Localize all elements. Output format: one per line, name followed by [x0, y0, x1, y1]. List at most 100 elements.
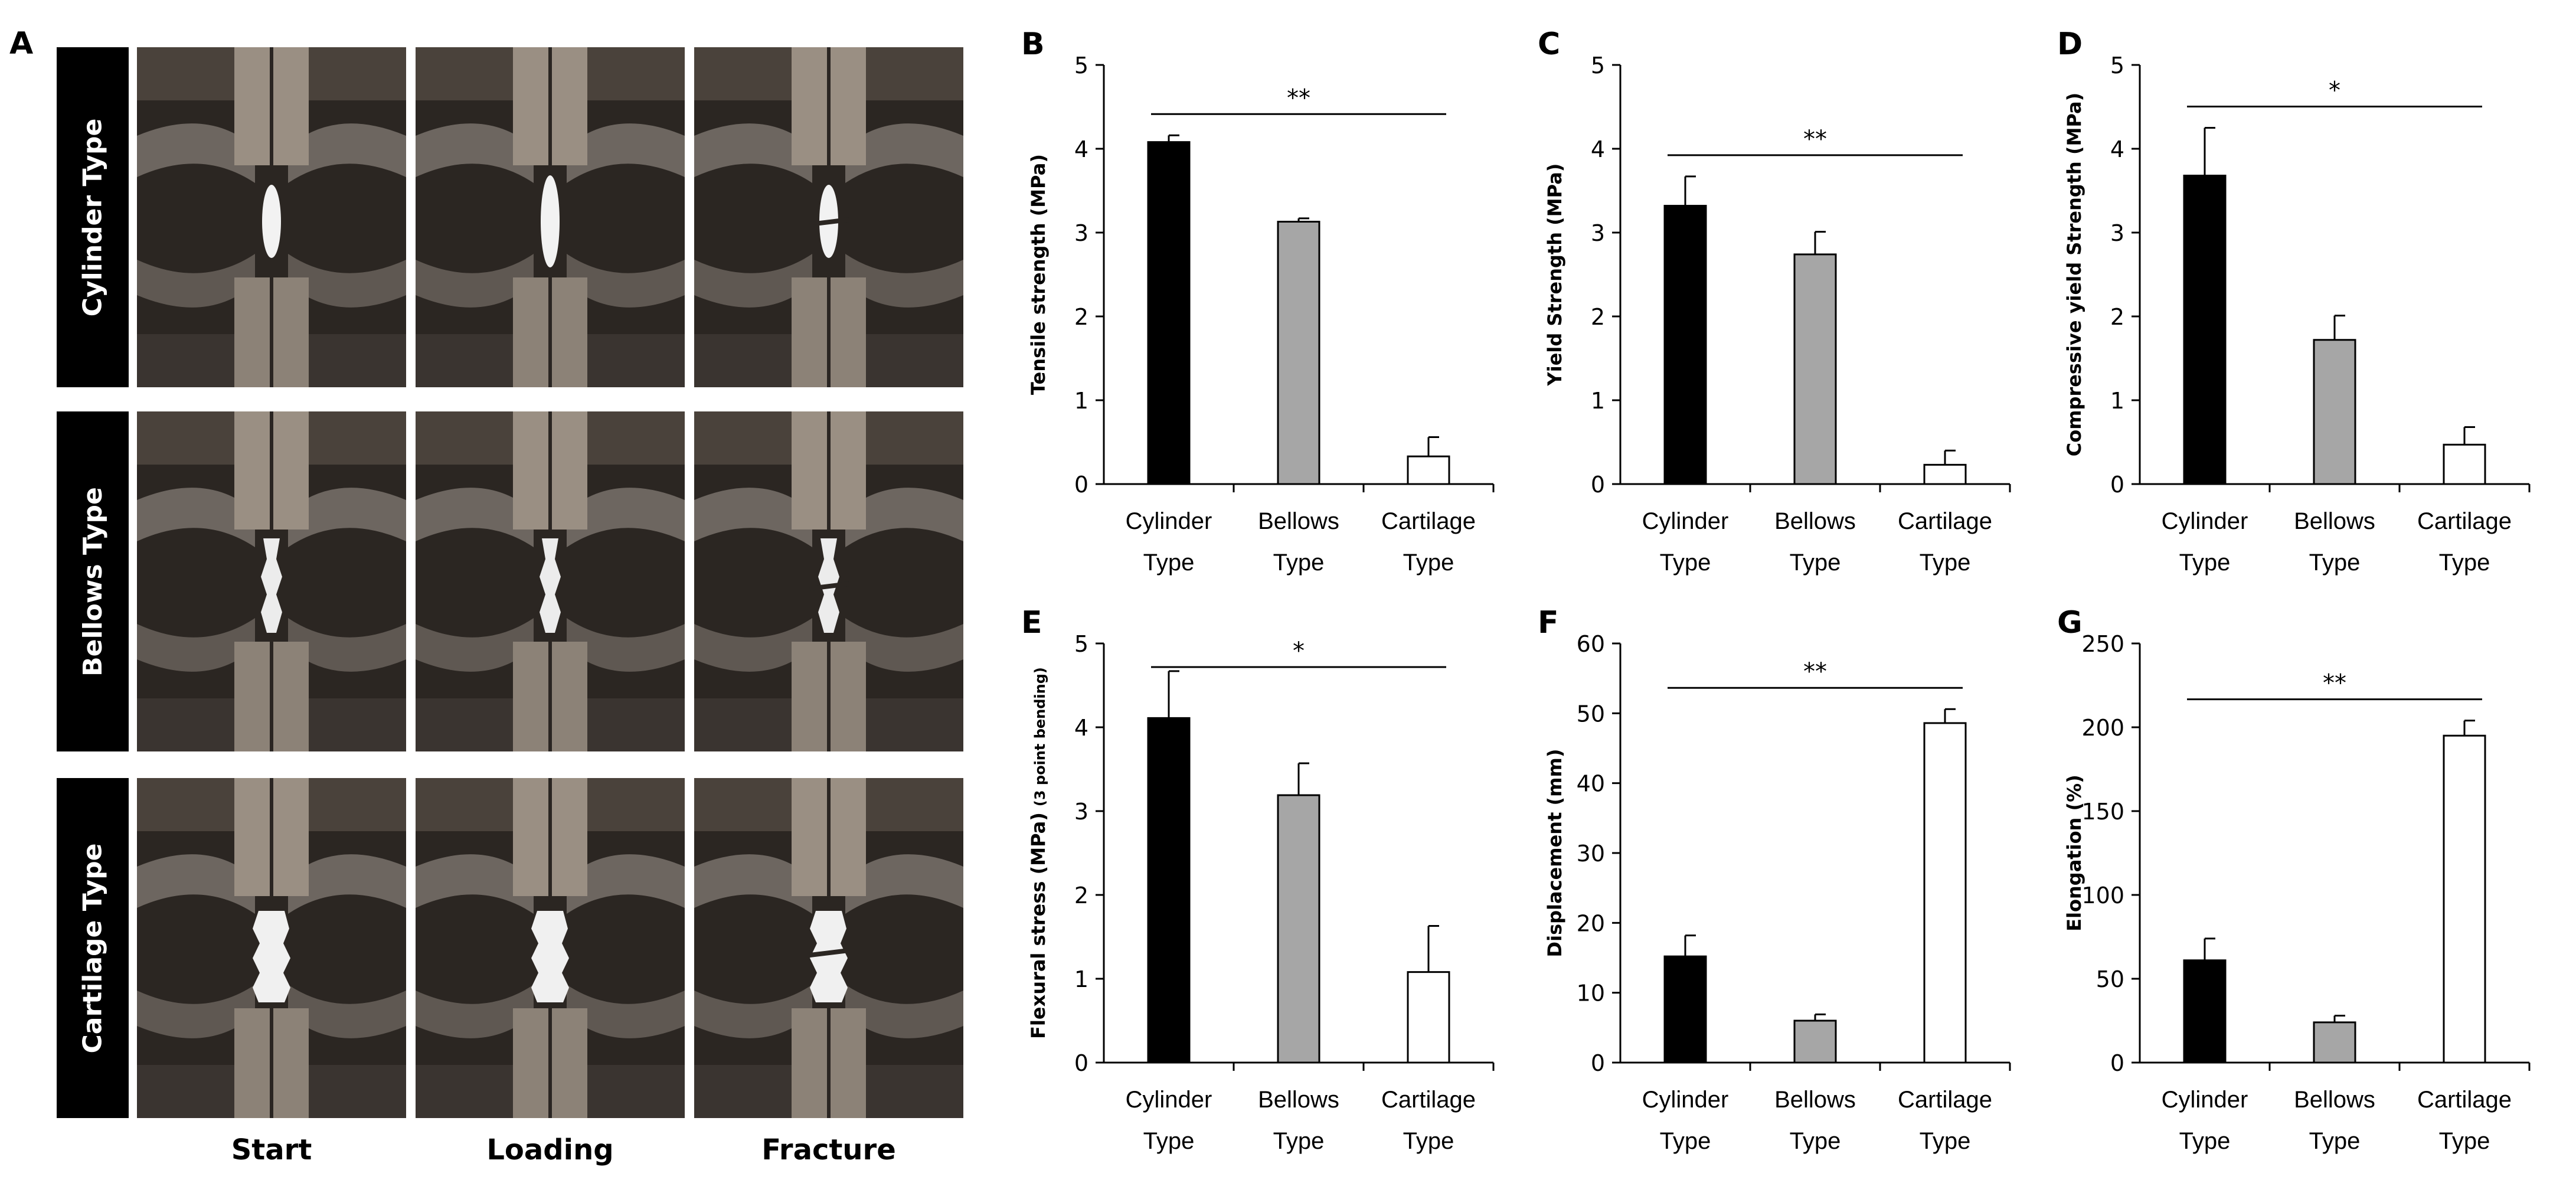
y-axis-label-sub: (3 point bending)	[1032, 667, 1048, 806]
x-category-label-line2: Type	[1660, 1128, 1711, 1154]
row-label-cartilage-text: Cartilage Type	[77, 842, 108, 1054]
x-category-label-line2: Type	[1143, 1128, 1195, 1154]
photo-bellows-fracture	[694, 411, 963, 751]
col-label-fracture: Fracture	[761, 1133, 896, 1166]
panel-letter: F	[1538, 605, 1559, 640]
x-category-label: Cylinder	[1126, 508, 1212, 534]
bar-cartilage	[1923, 463, 1967, 485]
row-label-bellows: Bellows Type	[57, 411, 129, 751]
x-category-label-line2: Type	[1143, 550, 1195, 576]
y-axis-label: Flexural stress (MPa) (3 point bending)	[1027, 667, 1050, 1039]
y-tick-label: 2	[1074, 883, 1088, 909]
panel-letter: C	[1538, 27, 1560, 62]
x-category-label-line2: Type	[1273, 550, 1325, 576]
y-tick-label: 100	[2081, 883, 2124, 909]
y-tick-label: 0	[1074, 472, 1088, 498]
y-tick-label: 4	[1591, 136, 1605, 162]
photo-cartilage-fracture	[694, 778, 963, 1118]
y-tick-label: 30	[1577, 841, 1605, 867]
y-axis-label-main: Elongation (%)	[2063, 774, 2085, 932]
x-category-label: Cylinder	[2162, 508, 2248, 534]
chart-d: D 0 1 2 3 4 5 Cylinder Type Bellows Type Cartilage T…	[2057, 24, 2565, 590]
y-axis-label: Displacement (mm)	[1544, 749, 1566, 957]
y-tick-label: 3	[1074, 799, 1088, 825]
x-category-label-line2: Type	[1273, 1128, 1325, 1154]
x-category-label-line2: Type	[2179, 1128, 2231, 1154]
bar-cylinder	[1147, 141, 1191, 485]
chart-e: E 0 1 2 3 4 5 Cylinder Type Bellows Type Cartilage T…	[1021, 602, 1529, 1169]
y-axis-label: Elongation (%)	[2063, 774, 2085, 932]
x-category-label: Cartilage	[2417, 1087, 2512, 1113]
y-tick-label: 5	[1074, 53, 1088, 79]
row-label-cartilage: Cartilage Type	[57, 778, 129, 1118]
significance-stars: **	[2323, 670, 2346, 697]
significance-stars: *	[1293, 638, 1305, 665]
bar-cylinder	[1147, 717, 1191, 1064]
x-category-label: Bellows	[1258, 508, 1339, 534]
y-tick-label: 50	[2096, 966, 2124, 992]
photo-bellows-start	[137, 411, 406, 751]
y-tick-label: 20	[1577, 910, 1605, 936]
y-tick-label: 5	[2110, 53, 2124, 79]
bar-bellows	[1793, 1019, 1837, 1064]
panel-letter: D	[2057, 27, 2083, 62]
chart-svg: G 0 50 100 150 200 250 Cylinder Type Bellows Type C…	[2057, 605, 2531, 1154]
x-category-label-line2: Type	[1920, 1128, 1971, 1154]
bar-cartilage	[2443, 734, 2486, 1064]
panel-letter: B	[1021, 27, 1045, 62]
y-tick-label: 0	[1074, 1050, 1088, 1076]
x-category-label-line2: Type	[1660, 550, 1711, 576]
y-tick-label: 250	[2081, 631, 2124, 657]
bar-bellows	[1277, 221, 1320, 485]
chart-c: C 0 1 2 3 4 5 Cylinder Type Bellows Type Cartilage T…	[1538, 24, 2045, 590]
col-label-loading: Loading	[486, 1133, 614, 1166]
bar-cylinder	[2183, 174, 2227, 485]
bar-cartilage	[1923, 722, 1967, 1064]
x-category-label: Cartilage	[1898, 1087, 1992, 1113]
y-axis-label-main: Tensile strength (MPa)	[1027, 154, 1050, 395]
bar-bellows	[1793, 253, 1837, 485]
y-tick-label: 10	[1577, 981, 1605, 1006]
row-label-cylinder: Cylinder Type	[57, 47, 129, 387]
panel-a-letter: A	[9, 26, 34, 61]
y-tick-label: 4	[1074, 715, 1088, 741]
x-category-label: Cylinder	[1642, 508, 1729, 534]
y-tick-label: 1	[1074, 966, 1088, 992]
x-category-label: Cartilage	[1381, 508, 1476, 534]
x-category-label: Cartilage	[1898, 508, 1992, 534]
y-tick-label: 5	[1074, 631, 1088, 657]
bar-cylinder	[2183, 959, 2227, 1064]
x-category-label-line2: Type	[2309, 550, 2361, 576]
chart-svg: C 0 1 2 3 4 5 Cylinder Type Bellows Type Cartilage T…	[1538, 27, 2011, 576]
y-tick-label: 1	[1074, 388, 1088, 414]
y-tick-label: 0	[1591, 472, 1605, 498]
bar-cartilage	[2443, 443, 2486, 485]
chart-svg: D 0 1 2 3 4 5 Cylinder Type Bellows Type Cartilage T…	[2057, 27, 2531, 576]
x-category-label: Bellows	[2294, 1087, 2375, 1113]
significance-stars: **	[1803, 126, 1827, 153]
chart-b: B 0 1 2 3 4 5 Cylinder Type Bellows Type Cartilage T…	[1021, 24, 1529, 590]
y-tick-label: 50	[1577, 701, 1605, 727]
y-tick-label: 3	[1591, 220, 1605, 246]
y-tick-label: 2	[2110, 304, 2124, 330]
x-category-label-line2: Type	[2439, 550, 2490, 576]
significance-stars: *	[2329, 77, 2340, 104]
y-axis-label: Yield Strength (MPa)	[1544, 164, 1566, 387]
bar-bellows	[2313, 1021, 2356, 1064]
bar-bellows	[1277, 794, 1320, 1064]
significance-stars: **	[1287, 84, 1310, 112]
y-tick-label: 1	[2110, 388, 2124, 414]
photo-bellows-loading	[416, 411, 685, 751]
row-label-bellows-text: Bellows Type	[77, 486, 108, 677]
y-tick-label: 1	[1591, 388, 1605, 414]
x-category-label: Bellows	[1258, 1087, 1339, 1113]
x-category-label: Bellows	[1774, 508, 1856, 534]
x-category-label-line2: Type	[2439, 1128, 2490, 1154]
panel-letter: E	[1021, 605, 1042, 640]
y-tick-label: 60	[1577, 631, 1605, 657]
panel-letter: G	[2057, 605, 2083, 640]
x-category-label-line2: Type	[1920, 550, 1971, 576]
chart-f: F 0 10 20 30 40 50 60 Cylinder Type Bellows Type Car…	[1538, 602, 2045, 1169]
y-tick-label: 4	[1074, 136, 1088, 162]
y-tick-label: 0	[2110, 1050, 2124, 1076]
